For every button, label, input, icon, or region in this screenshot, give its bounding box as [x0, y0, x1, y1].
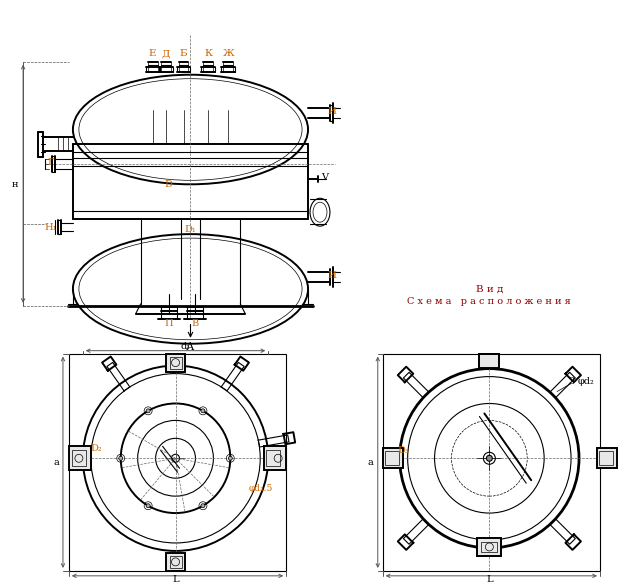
Text: А: А: [186, 342, 195, 352]
Bar: [170, 556, 182, 568]
Bar: [166, 553, 185, 571]
Bar: [170, 357, 182, 369]
Bar: [72, 450, 86, 466]
Text: П: П: [164, 319, 173, 328]
Circle shape: [486, 455, 492, 461]
Text: φd₂: φd₂: [578, 377, 594, 386]
Bar: [479, 354, 499, 367]
Text: Б: Б: [180, 49, 187, 58]
Circle shape: [119, 456, 123, 460]
Text: φd₃.5: φd₃.5: [248, 484, 272, 493]
Circle shape: [146, 504, 150, 508]
Text: D: D: [164, 180, 173, 189]
Text: Д: Д: [161, 49, 170, 58]
Text: Г: Г: [48, 158, 54, 167]
Circle shape: [229, 456, 232, 460]
Bar: [266, 450, 280, 466]
Text: К: К: [204, 49, 213, 58]
Text: С х е м а   р а с п о л о ж е н и я: С х е м а р а с п о л о ж е н и я: [408, 297, 572, 307]
Bar: [264, 446, 286, 470]
Text: a: a: [368, 458, 373, 467]
Text: Н₁: Н₁: [44, 223, 57, 232]
Text: н: н: [12, 180, 18, 189]
Text: В и д: В и д: [476, 284, 503, 294]
Text: D₁: D₁: [185, 225, 196, 233]
Bar: [69, 354, 286, 571]
Text: V: V: [321, 173, 328, 182]
Text: В: В: [192, 319, 199, 328]
Bar: [599, 451, 613, 465]
Text: a: a: [53, 458, 59, 467]
Text: L: L: [172, 575, 179, 584]
Text: D₃: D₃: [398, 446, 410, 455]
Text: L: L: [486, 575, 493, 584]
Bar: [478, 538, 501, 556]
Circle shape: [201, 409, 205, 413]
Bar: [481, 542, 497, 552]
Text: 3: 3: [568, 377, 574, 386]
Bar: [385, 451, 399, 465]
Circle shape: [146, 409, 150, 413]
Bar: [166, 354, 185, 371]
Text: И: И: [328, 107, 337, 116]
Text: Е: Е: [149, 49, 156, 58]
Text: И: И: [328, 271, 337, 280]
Circle shape: [201, 504, 205, 508]
Bar: [597, 448, 617, 468]
Bar: [383, 448, 403, 468]
Text: d₁: d₁: [180, 342, 190, 351]
Bar: [383, 354, 600, 571]
Text: Ж: Ж: [222, 49, 234, 58]
Bar: [69, 446, 91, 470]
Text: D₂: D₂: [91, 444, 102, 453]
